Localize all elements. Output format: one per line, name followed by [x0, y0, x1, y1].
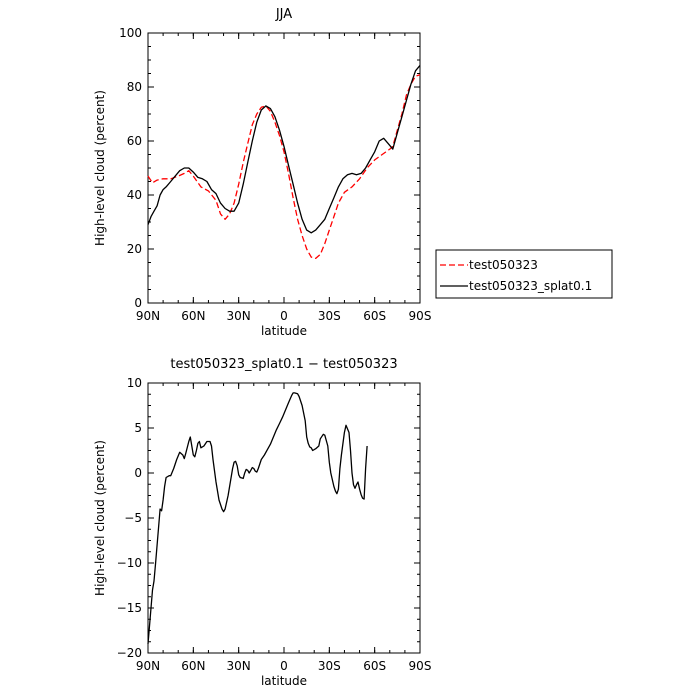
x-axis-label: latitude	[261, 674, 307, 688]
y-tick-label: 100	[119, 26, 142, 40]
x-tick-label: 60S	[363, 309, 386, 323]
x-tick-label: 90N	[136, 659, 160, 673]
y-tick-label: 10	[127, 376, 142, 390]
y-tick-label: 80	[127, 80, 142, 94]
bottom-panel: test050323_splat0.1 − test050323 90N 60N 30…	[93, 357, 431, 688]
legend: test050323 test050323_splat0.1	[435, 249, 613, 299]
y-tick-label: −5	[124, 511, 142, 525]
series-line-0	[147, 392, 368, 645]
y-tick-label: 60	[127, 134, 142, 148]
plot-frame	[147, 382, 421, 654]
y-axis-label: High-level cloud (percent)	[93, 90, 107, 246]
x-tick-label: 30N	[227, 309, 251, 323]
x-tick-label: 30N	[227, 659, 251, 673]
x-tick-label: 60S	[363, 659, 386, 673]
top-panel: JJA 90N 60N 30N 0 30S 60S 90S 0 20 40 60 80 100 latitu…	[93, 7, 431, 338]
y-tick-label: 40	[127, 188, 142, 202]
y-tick-label: −15	[117, 601, 142, 615]
x-tick-label: 90S	[409, 659, 432, 673]
y-tick-label: 0	[134, 296, 142, 310]
x-tick-label: 0	[280, 659, 288, 673]
y-tick-label: −10	[117, 556, 142, 570]
chart-title: test050323_splat0.1 − test050323	[170, 357, 397, 372]
x-tick-label: 90N	[136, 309, 160, 323]
x-tick-label: 60N	[181, 659, 205, 673]
series-line-1	[147, 64, 421, 234]
x-axis-label: latitude	[261, 324, 307, 338]
chart-title: JJA	[275, 7, 292, 22]
y-tick-label: 0	[134, 466, 142, 480]
y-tick-label: −20	[117, 646, 142, 660]
legend-label: test050323_splat0.1	[469, 279, 592, 293]
y-axis-label: High-level cloud (percent)	[93, 440, 107, 596]
series-line-0	[147, 74, 421, 260]
x-tick-label: 60N	[181, 309, 205, 323]
y-tick-label: 20	[127, 242, 142, 256]
legend-label: test050323	[469, 258, 538, 272]
x-tick-label: 90S	[409, 309, 432, 323]
x-tick-label: 30S	[318, 659, 341, 673]
y-tick-label: 5	[134, 421, 142, 435]
x-tick-label: 0	[280, 309, 288, 323]
legend-box	[435, 249, 613, 299]
x-tick-label: 30S	[318, 309, 341, 323]
